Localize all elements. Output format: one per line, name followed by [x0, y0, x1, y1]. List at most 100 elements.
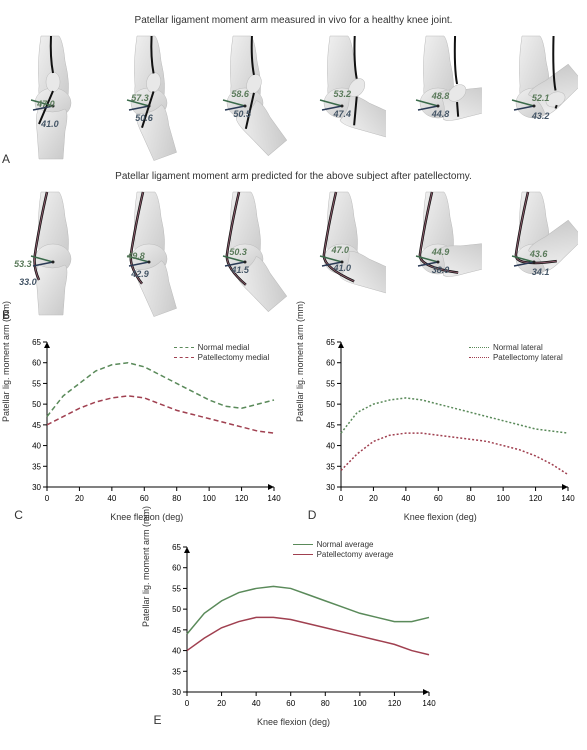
- svg-text:65: 65: [326, 338, 335, 347]
- svg-text:35: 35: [32, 462, 41, 471]
- svg-text:100: 100: [496, 494, 510, 503]
- svg-text:40: 40: [172, 647, 181, 656]
- legend-text: Normal medial: [198, 343, 250, 352]
- chart-d-ylabel: Patellar lig. moment arm (mm): [295, 301, 305, 422]
- svg-text:55: 55: [172, 584, 181, 593]
- svg-text:0: 0: [184, 699, 189, 708]
- svg-text:65: 65: [32, 338, 41, 347]
- svg-text:20: 20: [217, 699, 226, 708]
- svg-text:55: 55: [32, 379, 41, 388]
- svg-text:30: 30: [326, 483, 335, 492]
- moment-arm-top: 53.2: [334, 89, 352, 99]
- svg-text:120: 120: [387, 699, 401, 708]
- svg-text:40: 40: [251, 699, 260, 708]
- svg-text:35: 35: [172, 667, 181, 676]
- knee-diagram: 53.2 47.4: [298, 31, 386, 161]
- chart-legend: Normal lateralPatellectomy lateral: [469, 342, 563, 363]
- moment-arm-bot: 50.5: [233, 109, 251, 119]
- legend-item: Normal lateral: [469, 343, 563, 352]
- knee-row-a: A 47.041.057.350.658.650.553.247.448.844…: [0, 31, 587, 161]
- svg-text:45: 45: [32, 421, 41, 430]
- knee-diagram: 43.6 34.1: [490, 187, 578, 317]
- moment-arm-top: 53.3: [14, 259, 32, 269]
- knee-diagram: 47.0 41.0: [298, 187, 386, 317]
- legend-text: Patellectomy average: [317, 550, 394, 559]
- chart-c-label: C: [14, 508, 23, 522]
- svg-text:50: 50: [32, 400, 41, 409]
- svg-text:65: 65: [172, 543, 181, 552]
- moment-arm-top: 49.8: [127, 251, 145, 261]
- moment-arm-top: 44.9: [432, 247, 450, 257]
- moment-arm-bot: 44.8: [432, 109, 450, 119]
- moment-arm-bot: 33.0: [19, 277, 37, 287]
- svg-text:60: 60: [286, 699, 295, 708]
- svg-text:40: 40: [326, 442, 335, 451]
- moment-arm-bot: 34.1: [532, 267, 550, 277]
- moment-arm-top: 47.0: [37, 99, 55, 109]
- legend-item: Normal average: [293, 540, 394, 549]
- chart-legend: Normal averagePatellectomy average: [293, 539, 394, 560]
- svg-text:80: 80: [320, 699, 329, 708]
- legend-item: Patellectomy average: [293, 550, 394, 559]
- svg-text:40: 40: [401, 494, 410, 503]
- knee-diagram: 53.3 33.0: [9, 187, 97, 317]
- svg-text:0: 0: [339, 494, 344, 503]
- svg-text:100: 100: [353, 699, 367, 708]
- row-a-title: Patellar ligament moment arm measured in…: [0, 15, 587, 26]
- chart-c-wrap: Patellar lig. moment arm (mm) 0204060801…: [9, 332, 284, 522]
- row-b-title: Patellar ligament moment arm predicted f…: [0, 171, 587, 182]
- moment-arm-bot: 41.5: [231, 265, 249, 275]
- svg-text:140: 140: [422, 699, 436, 708]
- knee-diagram: 57.3 50.6: [105, 31, 193, 161]
- svg-text:60: 60: [434, 494, 443, 503]
- moment-arm-bot: 43.2: [532, 111, 550, 121]
- legend-item: Patellectomy medial: [174, 353, 270, 362]
- moment-arm-top: 43.6: [530, 249, 548, 259]
- svg-text:20: 20: [75, 494, 84, 503]
- svg-text:50: 50: [326, 400, 335, 409]
- chart-legend: Normal medialPatellectomy medial: [174, 342, 270, 363]
- svg-text:80: 80: [466, 494, 475, 503]
- svg-text:45: 45: [172, 626, 181, 635]
- knee-diagram: 47.0 41.0: [9, 31, 97, 161]
- knee-diagram: 49.8 42.9: [105, 187, 193, 317]
- chart-d-wrap: Patellar lig. moment arm (mm) 0204060801…: [303, 332, 578, 522]
- svg-text:60: 60: [326, 359, 335, 368]
- moment-arm-top: 50.3: [229, 247, 247, 257]
- svg-text:40: 40: [32, 442, 41, 451]
- svg-text:60: 60: [32, 359, 41, 368]
- moment-arm-bot: 41.0: [334, 263, 352, 273]
- svg-text:100: 100: [203, 494, 217, 503]
- charts-row-cd: Patellar lig. moment arm (mm) 0204060801…: [0, 332, 587, 522]
- svg-text:60: 60: [172, 564, 181, 573]
- moment-arm-top: 48.8: [432, 91, 450, 101]
- legend-item: Normal medial: [174, 343, 270, 352]
- moment-arm-bot: 50.6: [135, 113, 153, 123]
- knee-diagram: 52.143.2: [490, 31, 578, 161]
- svg-text:20: 20: [369, 494, 378, 503]
- svg-text:55: 55: [326, 379, 335, 388]
- svg-text:80: 80: [173, 494, 182, 503]
- legend-text: Patellectomy medial: [198, 353, 270, 362]
- chart-e-label: E: [154, 713, 162, 727]
- moment-arm-bot: 41.0: [41, 119, 59, 129]
- chart-c-ylabel: Patellar lig. moment arm (mm): [1, 301, 11, 422]
- moment-arm-bot: 42.9: [131, 269, 149, 279]
- svg-text:40: 40: [108, 494, 117, 503]
- moment-arm-bot: 47.4: [334, 109, 352, 119]
- moment-arm-top: 57.3: [131, 93, 149, 103]
- svg-text:120: 120: [235, 494, 249, 503]
- chart-d-label: D: [308, 508, 317, 522]
- svg-text:120: 120: [529, 494, 543, 503]
- chart-e-xlabel: Knee flexion (deg): [149, 717, 439, 727]
- legend-text: Patellectomy lateral: [493, 353, 563, 362]
- svg-text:30: 30: [32, 483, 41, 492]
- svg-text:30: 30: [172, 688, 181, 697]
- legend-item: Patellectomy lateral: [469, 353, 563, 362]
- svg-text:140: 140: [561, 494, 575, 503]
- moment-arm-top: 47.0: [332, 245, 350, 255]
- chart-e: 0204060801001201403035404550556065: [149, 537, 439, 717]
- legend-text: Normal lateral: [493, 343, 543, 352]
- moment-arm-top: 58.6: [231, 89, 249, 99]
- chart-d-xlabel: Knee flexion (deg): [303, 512, 578, 522]
